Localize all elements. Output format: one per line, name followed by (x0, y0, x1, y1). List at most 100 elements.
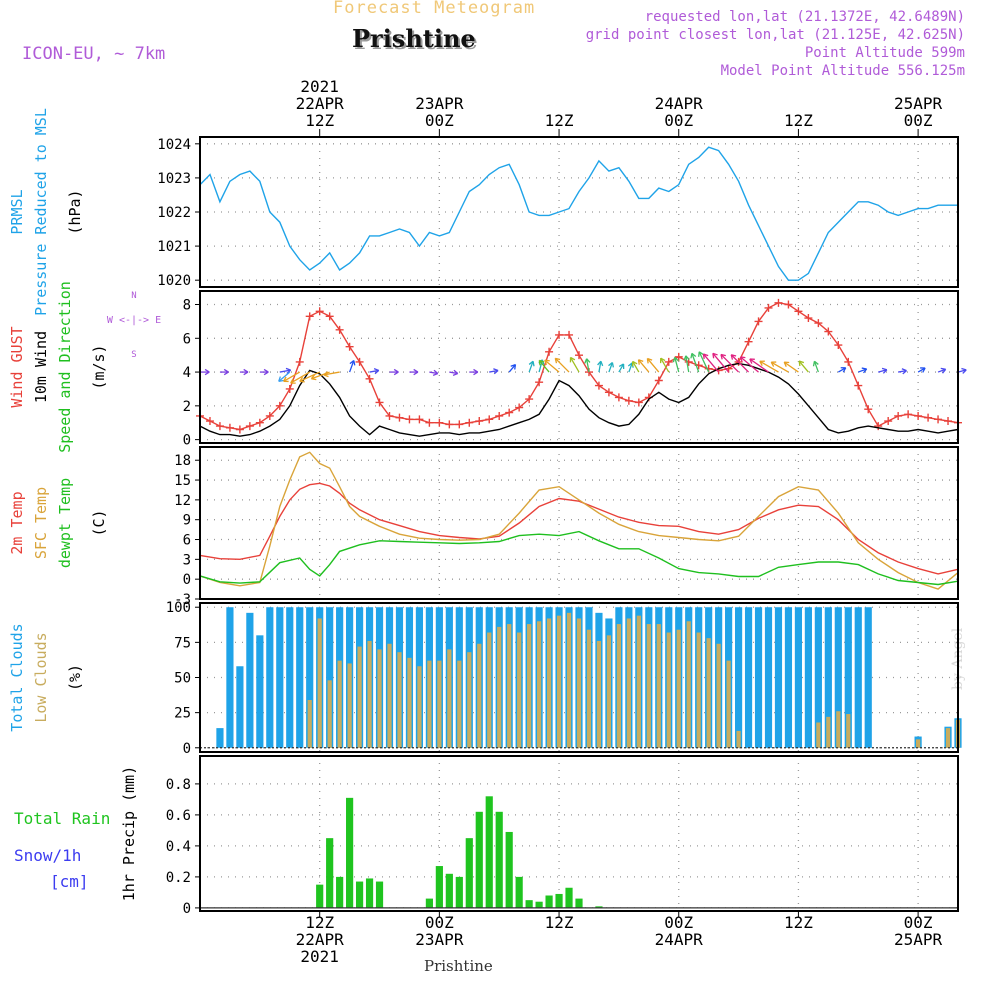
time-label-top: 12Z (784, 111, 813, 130)
gust-marker (545, 347, 554, 356)
time-label-top: 12Z (305, 111, 334, 130)
wind-arrow (369, 369, 379, 373)
time-label-top: 25APR (894, 94, 943, 113)
wind-arrow (898, 369, 907, 373)
bar-low-clouds (427, 660, 432, 748)
y-tick-label: 15 (174, 473, 191, 489)
gust-marker (874, 422, 883, 431)
wind-arrow-head (413, 368, 419, 376)
bar-low-clouds (367, 640, 372, 748)
bar-total-rain (326, 838, 334, 908)
gust-marker (325, 312, 334, 321)
compass-s: S (131, 350, 136, 360)
gust-marker (215, 422, 224, 431)
panel-label: Low Clouds (32, 632, 50, 722)
bar-low-clouds (586, 629, 592, 748)
bar-total-rain (525, 900, 533, 908)
series-10m-wind (199, 362, 959, 437)
time-label-bottom: 00Z (425, 913, 454, 932)
bar-low-clouds (467, 652, 472, 748)
time-label-top: 23APR (415, 94, 464, 113)
bar-total-rain (595, 906, 603, 908)
gust-marker (654, 376, 663, 385)
gust-marker (834, 341, 843, 350)
gust-marker (614, 393, 623, 402)
panel-frame (199, 755, 959, 912)
time-label-top: 24APR (655, 94, 704, 113)
time-label-bottom: 00Z (664, 913, 693, 932)
gust-marker (944, 417, 953, 426)
model-altitude: Model Point Altitude 556.125m (720, 63, 965, 79)
gust-marker (754, 317, 763, 326)
wind-arrow (798, 360, 809, 373)
model-label: ICON-EU, ~ 7km (22, 44, 166, 64)
bar-low-clouds (317, 618, 322, 748)
panel-label: Total Clouds (8, 623, 26, 731)
bar-low-clouds (686, 621, 691, 748)
wind-arrow (858, 368, 867, 373)
gust-marker (804, 314, 813, 323)
gust-marker (844, 357, 853, 366)
gust-marker (475, 417, 484, 426)
bar-total-rain (545, 895, 553, 908)
wind-arrow-head (310, 374, 317, 381)
wind-arrow (759, 360, 779, 373)
wind-arrow-head (690, 352, 697, 359)
bar-total-clouds (744, 607, 753, 748)
bar-low-clouds (826, 716, 831, 748)
panel-precip: 0 0.2 0.4 0.6 0.8 Total Rain Snow/1h [cm] 1hr Pr… (14, 755, 959, 917)
y-tick-label: 1023 (157, 171, 191, 187)
gust-marker (575, 351, 583, 360)
series-dewpt-temp (199, 530, 959, 586)
wind-arrow (712, 352, 730, 373)
wind-arrow-head (618, 363, 625, 369)
wind-arrow (646, 358, 660, 373)
bar-low-clouds (377, 649, 382, 748)
bar-total-clouds (326, 607, 334, 748)
bar-low-clouds (397, 652, 402, 748)
time-label-bottom: 24APR (655, 930, 704, 949)
wind-arrow-head (223, 368, 229, 376)
time-label-top: 2021 (300, 77, 339, 96)
bar-total-rain (485, 796, 493, 908)
bar-total-rain (495, 811, 503, 908)
gust-marker (235, 425, 244, 434)
gust-marker (395, 413, 404, 422)
y-tick-label: 25 (174, 706, 191, 722)
gust-marker (794, 307, 803, 316)
bar-low-clouds (706, 638, 711, 748)
wind-arrow-head (584, 358, 591, 364)
y-tick-label: 1024 (157, 137, 191, 153)
wind-arrow (660, 357, 670, 373)
panel-frame (199, 290, 959, 444)
gust-marker (744, 337, 753, 346)
wind-arrow (937, 368, 946, 373)
panel-frame (199, 602, 959, 753)
series-wind-gust (199, 302, 959, 431)
gust-marker (535, 378, 544, 387)
time-label-top: 00Z (664, 111, 693, 130)
wind-arrow (508, 364, 516, 373)
y-tick-label: 0.6 (166, 808, 191, 824)
y-tick-label: 50 (174, 671, 191, 687)
wind-arrow-head (473, 368, 479, 376)
bar-low-clouds (417, 666, 422, 748)
bar-total-rain (475, 811, 483, 908)
wind-arrow-head (393, 368, 399, 376)
bar-total-rain (515, 876, 523, 908)
compass-n: N (131, 291, 136, 301)
bar-low-clouds (596, 640, 602, 748)
gust-marker (555, 330, 564, 339)
wind-arrow (554, 357, 570, 373)
y-tick-label: -3 (174, 592, 191, 608)
panel-label: Wind GUST (8, 326, 26, 407)
y-tick-label: 0.2 (166, 870, 191, 886)
wind-arrow-head (290, 378, 296, 384)
bar-low-clouds (626, 618, 631, 748)
bar-total-rain (465, 838, 473, 908)
gust-marker (884, 417, 893, 426)
gust-marker (505, 408, 514, 417)
gust-marker (924, 413, 933, 422)
y-tick-label: 0 (183, 433, 191, 449)
gust-marker (934, 415, 943, 424)
